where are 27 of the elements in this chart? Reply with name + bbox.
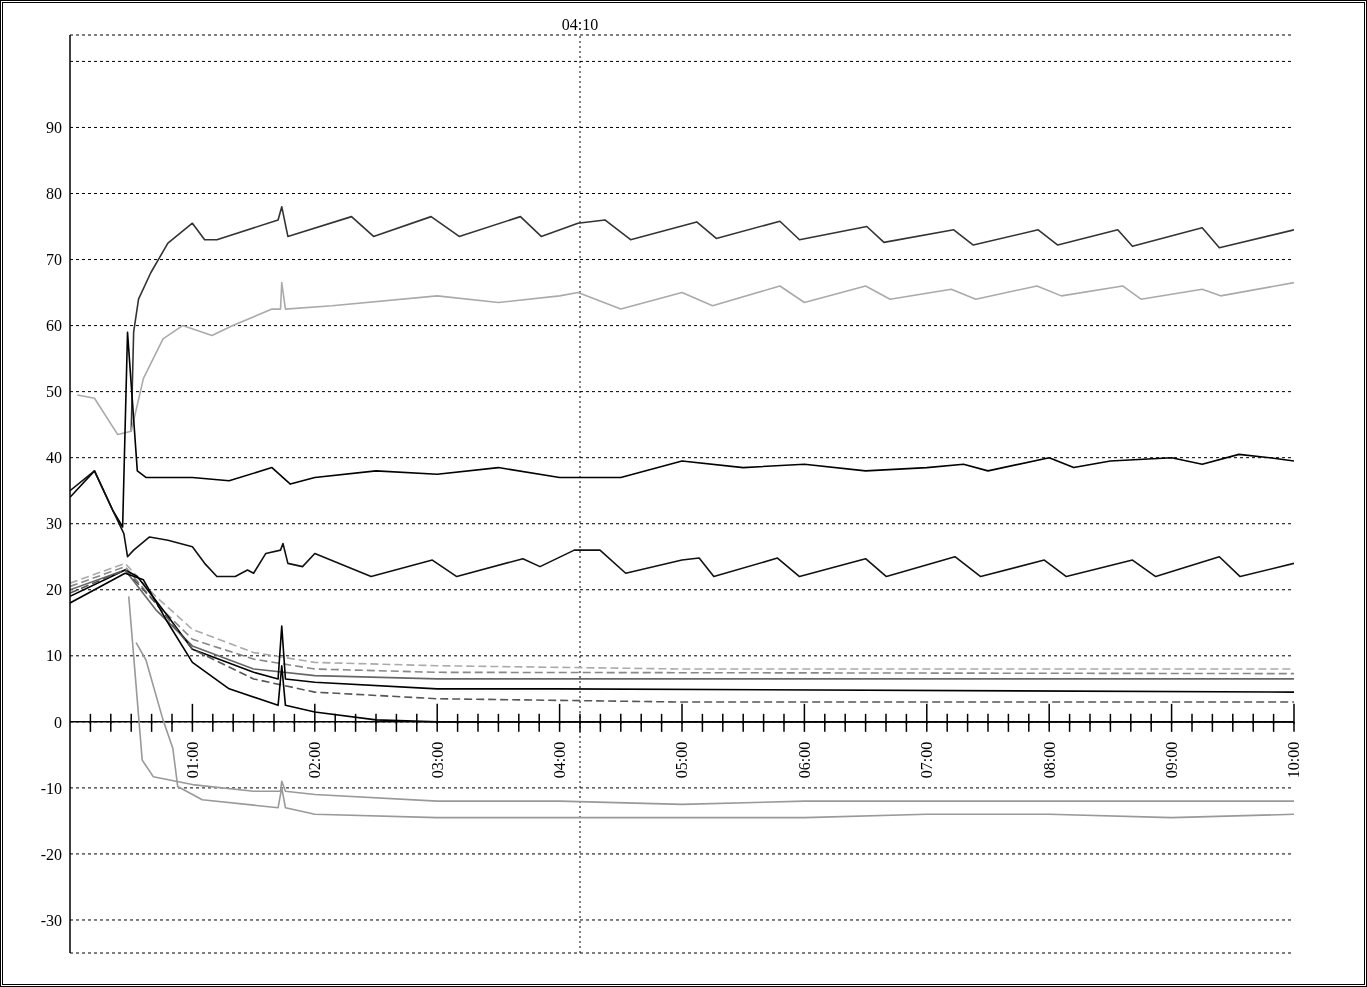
x-tick-label: 05:00 (673, 741, 691, 779)
line-series (76, 281, 1294, 436)
y-tick-label: 40 (46, 449, 62, 467)
x-tick-label: 04:00 (551, 741, 569, 779)
x-tick-label: 06:00 (795, 741, 813, 779)
line-series (70, 470, 1294, 578)
x-tick-label: 10:00 (1285, 741, 1303, 779)
y-tick-label: 50 (46, 383, 62, 401)
y-tick-label: 0 (54, 713, 62, 731)
y-tick-label: 60 (46, 317, 62, 335)
x-tick-label: 03:00 (428, 741, 446, 779)
ref-line-label: 04:10 (561, 16, 599, 33)
y-tick-label: 70 (46, 251, 62, 269)
x-tick-label: 07:00 (918, 741, 936, 779)
y-tick-label: -10 (40, 779, 62, 797)
y-tick-label: -30 (40, 911, 62, 929)
x-tick-label: 08:00 (1040, 741, 1058, 779)
x-tick-label: 09:00 (1163, 741, 1181, 779)
y-tick-label: 80 (46, 185, 62, 203)
y-tick-label: 20 (46, 581, 62, 599)
y-tick-label: -20 (40, 845, 62, 863)
y-tick-label: 90 (46, 119, 62, 137)
line-series (130, 205, 1294, 433)
x-tick-label: 02:00 (306, 741, 324, 779)
y-tick-label: 30 (46, 515, 62, 533)
y-tick-label: 10 (46, 647, 62, 665)
x-tick-label: 01:00 (183, 741, 201, 779)
